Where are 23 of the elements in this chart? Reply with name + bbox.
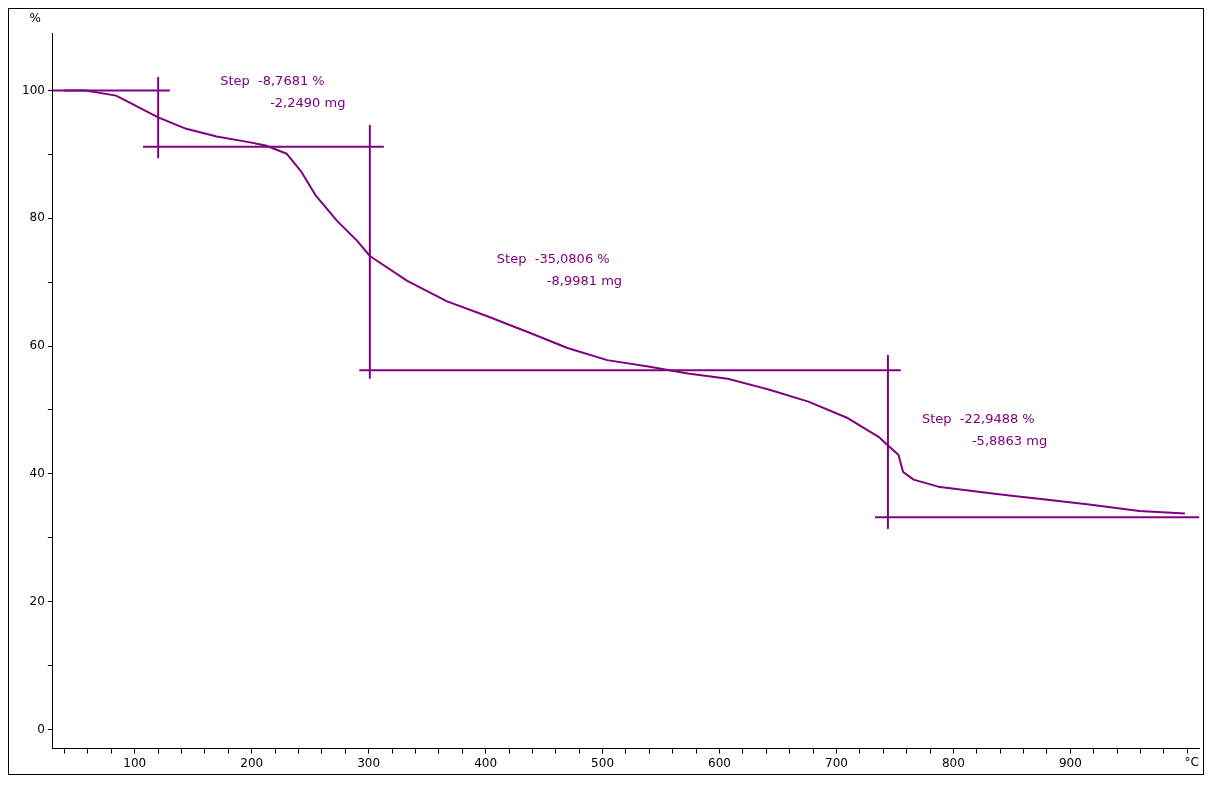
annotation: Step -8,7681 % [220,73,325,89]
x-axis-title: °C [1184,754,1199,769]
x-tick-label: 100 [123,755,147,770]
x-tick-label: 200 [240,755,264,770]
x-tick-label: 400 [474,755,498,770]
x-tick-label: 700 [825,755,848,770]
x-tick-label: 900 [1058,755,1082,770]
x-tick-label: 300 [357,755,381,770]
y-tick-label: 100 [22,82,45,97]
annotation: -2,2490 mg [270,95,346,111]
x-tick-label: 600 [708,755,731,770]
y-tick-label: 40 [29,465,45,480]
y-axis-title: % [29,11,41,26]
annotation: Step -35,0806 % [496,251,610,267]
annotation: Step -22,9488 % [921,411,1035,427]
annotation: -5,8863 mg [971,433,1048,449]
y-tick-label: 20 [29,593,45,608]
x-tick-label: 800 [941,755,965,770]
y-tick-label: 0 [37,721,45,736]
x-tick-label: 500 [591,755,615,770]
y-tick-label: 60 [29,338,45,353]
y-tick-label: 80 [29,210,45,225]
annotation: -8,9981 mg [546,273,623,289]
